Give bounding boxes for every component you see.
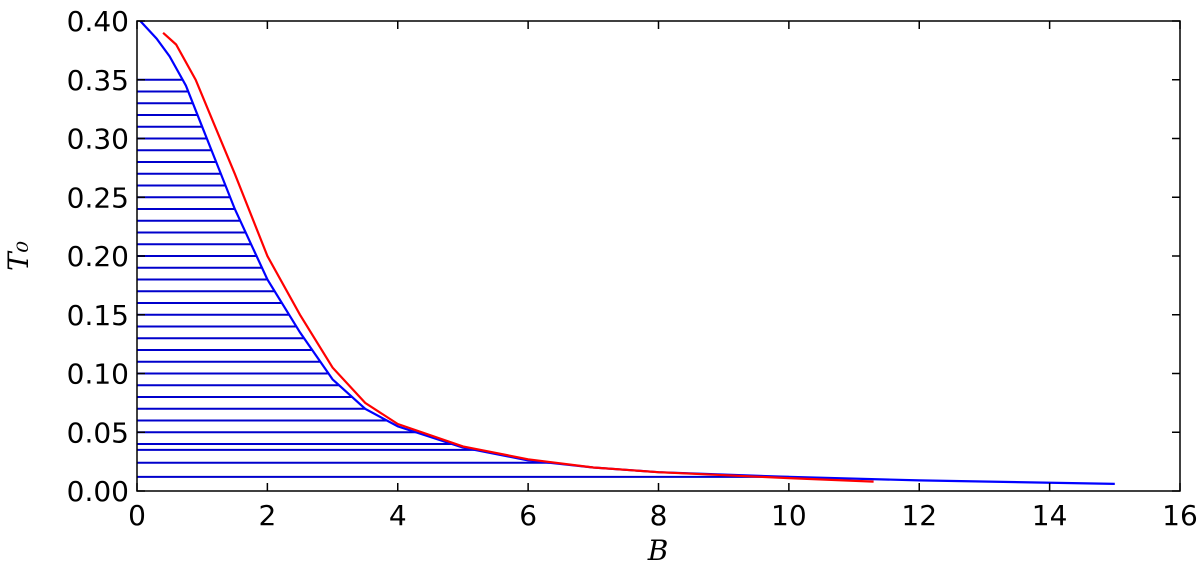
x-axis-label: B bbox=[647, 534, 669, 567]
x-tick-label: 6 bbox=[519, 499, 537, 532]
y-tick-label: 0.00 bbox=[67, 475, 129, 508]
y-tick-label: 0.05 bbox=[67, 416, 129, 449]
x-tick-label: 12 bbox=[901, 499, 937, 532]
y-tick-label: 0.40 bbox=[67, 5, 129, 38]
x-tick-label: 0 bbox=[128, 499, 146, 532]
y-tick-label: 0.15 bbox=[67, 299, 129, 332]
y-tick-label: 0.20 bbox=[67, 240, 129, 273]
x-tick-label: 14 bbox=[1032, 499, 1068, 532]
series-line bbox=[162, 31, 874, 483]
y-tick-label: 0.25 bbox=[67, 181, 129, 214]
x-tick-label: 8 bbox=[650, 499, 668, 532]
x-tick-label: 10 bbox=[771, 499, 807, 532]
x-tick-label: 4 bbox=[389, 499, 407, 532]
x-tick-label: 16 bbox=[1162, 499, 1198, 532]
y-tick-label: 0.10 bbox=[67, 358, 129, 391]
y-axis-label: T₀ bbox=[2, 241, 35, 271]
y-tick-label: 0.30 bbox=[67, 123, 129, 156]
y-tick-label: 0.35 bbox=[67, 64, 129, 97]
series-line bbox=[139, 20, 1115, 485]
x-tick-label: 2 bbox=[258, 499, 276, 532]
